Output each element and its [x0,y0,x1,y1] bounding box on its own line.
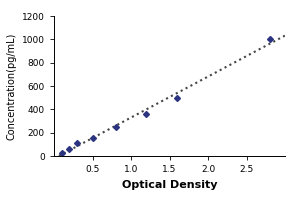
Y-axis label: Concentration(pg/mL): Concentration(pg/mL) [6,32,16,140]
X-axis label: Optical Density: Optical Density [122,180,217,190]
